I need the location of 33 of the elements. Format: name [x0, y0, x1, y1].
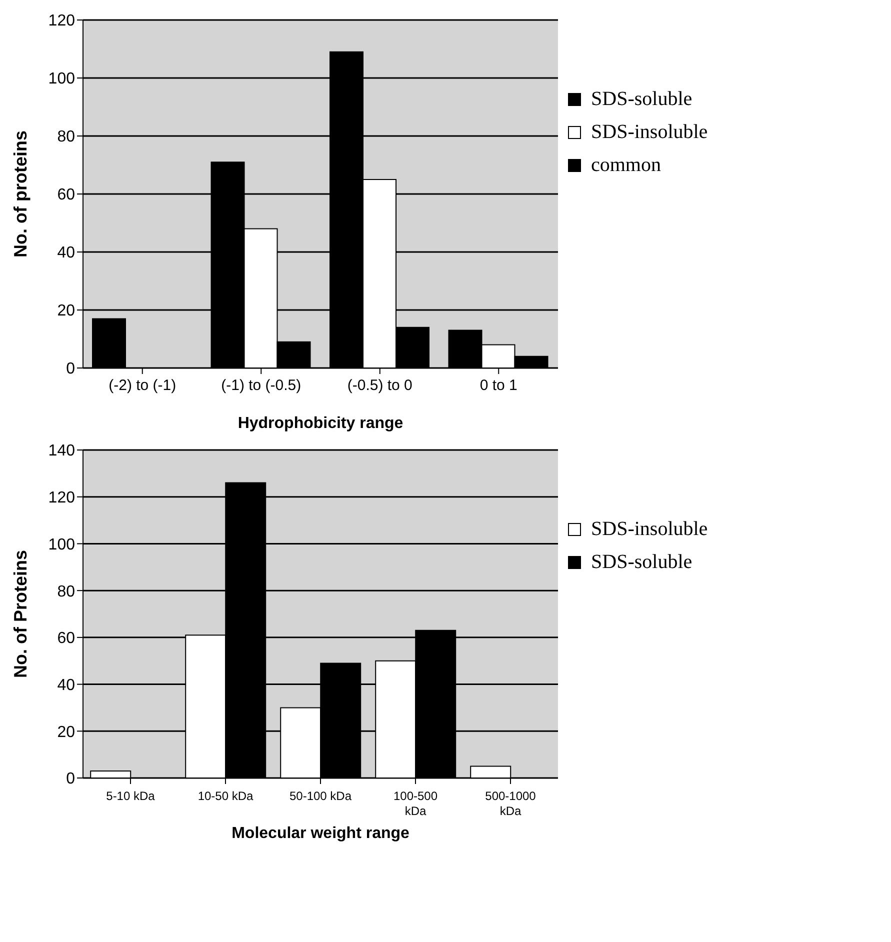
legend-label: SDS-insoluble [591, 121, 708, 144]
y-tick-label: 80 [57, 583, 76, 600]
y-tick-label: 60 [57, 630, 76, 648]
x-tick-label: 50-100 kDa [289, 789, 352, 803]
y-tick-label: 60 [57, 186, 76, 204]
y-tick-label: 140 [48, 442, 76, 460]
x-axis-title: Hydrophobicity range [238, 415, 404, 432]
y-tick-label: 40 [57, 244, 76, 262]
y-tick-label: 120 [48, 12, 76, 30]
y-tick-label: 0 [66, 360, 76, 378]
x-tick-label: (-1) to (-0.5) [221, 377, 302, 394]
x-axis-title: Molecular weight range [232, 825, 410, 842]
y-tick-label: 100 [48, 536, 76, 554]
x-tick-label: 100-500 kDa [393, 789, 438, 818]
y-axis-title: No. of Proteins [10, 550, 30, 678]
x-tick-label: (-2) to (-1) [108, 377, 176, 394]
y-tick-label: 120 [48, 490, 76, 507]
y-tick-label: 40 [57, 676, 76, 694]
x-tick-label: 0 to 1 [480, 377, 518, 394]
legend-label: SDS-insoluble [591, 518, 708, 541]
x-tick-label: 500-1000 kDa [485, 789, 536, 818]
x-tick-label: 10-50 kDa [198, 789, 254, 803]
x-tick-label: 5-10 kDa [106, 789, 156, 803]
legend-label: common [591, 154, 661, 177]
y-tick-label: 80 [57, 128, 76, 146]
y-tick-label: 0 [66, 770, 76, 788]
y-tick-label: 100 [48, 70, 76, 88]
legend-label: SDS-soluble [591, 88, 692, 111]
y-tick-label: 20 [57, 302, 76, 320]
x-tick-label: (-0.5) to 0 [347, 377, 412, 394]
y-tick-label: 20 [57, 724, 76, 741]
y-axis-title: No. of proteins [10, 130, 30, 258]
legend-label: SDS-soluble [591, 551, 692, 574]
